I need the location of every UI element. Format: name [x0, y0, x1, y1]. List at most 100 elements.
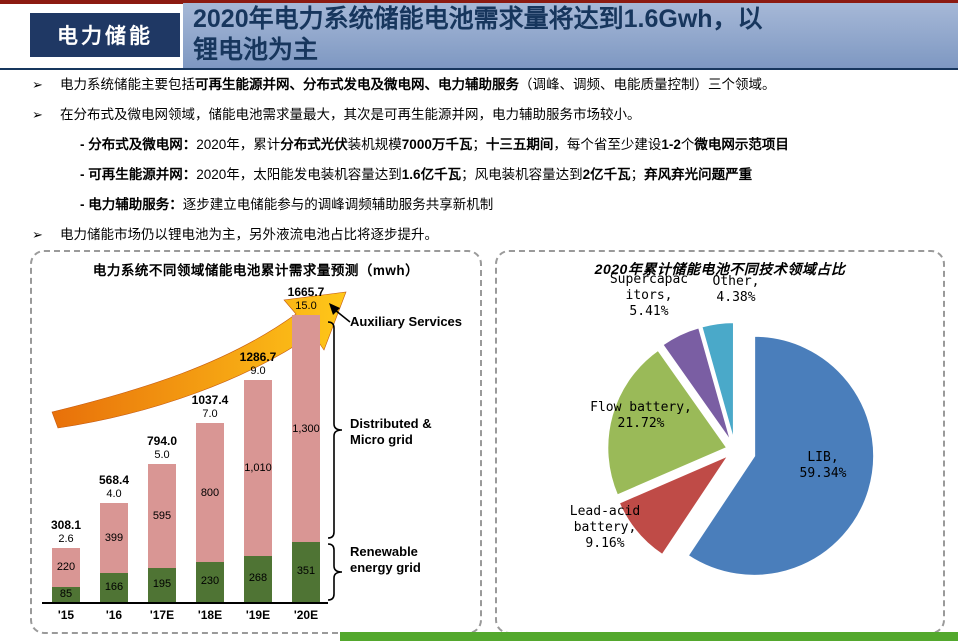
- bar-aux-value-label: 4.0: [106, 488, 122, 501]
- annotation-line: Distributed &: [350, 416, 432, 431]
- bullet-text: - 可再生能源并网：2020年，太阳能发电装机容量达到1.6亿千瓦；风电装机容量…: [80, 164, 752, 185]
- pie-label-line: Lead-acid: [569, 504, 641, 519]
- text-run: 十三五期间: [485, 137, 554, 152]
- x-axis-tick-label: '15: [57, 608, 75, 622]
- bar-distributed-value-label: 595: [152, 510, 172, 523]
- section-tab: 电力储能: [30, 13, 180, 57]
- x-axis-tick-label: '17E: [149, 608, 175, 622]
- x-axis-tick-label: '19E: [245, 608, 271, 622]
- pie-chart-panel: 2020年累计储能电池不同技术领域占比 LIB, 59.34% Lead-acid b…: [495, 250, 945, 634]
- bar-renewable-value-label: 268: [248, 571, 268, 584]
- annotation-renewable-energy-grid: Renewable energy grid: [350, 544, 421, 576]
- text-run: 可再生能源并网、分布式发电及微电网、电力辅助服务: [195, 77, 519, 92]
- x-axis-tick-label: '20E: [293, 608, 319, 622]
- pie-label-line: Supercapac: [609, 272, 689, 287]
- bar-distributed-value-label: 800: [200, 486, 220, 499]
- bar-segment-distributed: [52, 549, 80, 588]
- pie-label-line: LIB,: [807, 450, 839, 465]
- bullet-item: ➢ 在分布式及微电网领域，储能电池需求量最大，其次是可再生能源并网，电力辅助服务…: [32, 104, 948, 125]
- bar-distributed-value-label: 399: [104, 532, 124, 545]
- bullet-list: ➢ 电力系统储能主要包括可再生能源并网、分布式发电及微电网、电力辅助服务（调峰、…: [32, 74, 948, 254]
- aux-pointer-arrowhead: [329, 303, 340, 315]
- bar-chart-title: 电力系统不同领域储能电池累计需求量预测（mwh）: [92, 263, 420, 278]
- text-run: ；风电装机容量达到: [461, 167, 583, 182]
- pie-label-line: 4.38%: [716, 290, 756, 305]
- x-axis-tick-label: '16: [105, 608, 123, 622]
- bar-renewable-value-label: 351: [296, 564, 316, 577]
- pie-slice-supercapacitors: [660, 326, 733, 444]
- bar-segment-distributed: [196, 424, 224, 563]
- text-run: 2亿千瓦: [582, 167, 631, 182]
- bar-segment-renewable: [292, 541, 320, 602]
- pie-label-lead-acid-battery: Lead-acid battery, 9.16%: [553, 504, 657, 552]
- bar-total-label: 1665.7: [287, 285, 325, 300]
- bar-segment-renewable: [148, 568, 176, 602]
- text-run: （调峰、调频、电能质量控制）三个领域。: [519, 77, 776, 92]
- text-run: 分布式光伏: [280, 137, 348, 152]
- text-run: 装机规模: [347, 137, 402, 152]
- annotation-line: Micro grid: [350, 432, 413, 447]
- bar-renewable-value-label: 230: [200, 575, 220, 588]
- pie-chart-title: 2020年累计储能电池不同技术领域占比: [594, 261, 846, 277]
- text-run: 7000万千瓦: [401, 137, 473, 152]
- pie-slice-other: [700, 321, 735, 443]
- text-run: - 可再生能源并网：: [80, 167, 197, 182]
- bar-segment-auxiliary: [148, 464, 176, 467]
- bullet-text: 在分布式及微电网领域，储能电池需求量最大，其次是可再生能源并网，电力辅助服务市场…: [60, 104, 641, 125]
- pie-label-other: Other, 4.38%: [693, 274, 779, 306]
- bullet-arrow-icon: ➢: [32, 227, 43, 242]
- pie-label-line: Flow battery,: [590, 400, 692, 415]
- bullet-arrow-icon: ➢: [32, 107, 43, 122]
- bar-segment-renewable: [52, 587, 80, 602]
- bar-aux-value-label: 2.6: [58, 532, 74, 545]
- bar-renewable-value-label: 195: [152, 578, 172, 591]
- pie-label-line: 9.16%: [585, 536, 625, 551]
- bar-total-label: 1286.7: [239, 350, 277, 365]
- pie-label-line: itors,: [625, 288, 673, 303]
- annotation-line: Renewable: [350, 544, 418, 559]
- text-run: 微电网示范项目: [694, 137, 789, 152]
- bullet-text: - 电力辅助服务：逐步建立电储能参与的调峰调频辅助服务共享新机制: [80, 194, 493, 215]
- pie-label-line: 5.41%: [629, 304, 669, 319]
- bar-aux-value-label: 7.0: [202, 408, 218, 421]
- bar-segment-renewable: [100, 573, 128, 602]
- bar-chart-panel: 电力系统不同领域储能电池累计需求量预测（mwh） Auxiliary Servi…: [30, 250, 482, 634]
- header-divider: [0, 68, 958, 70]
- text-run: 个: [680, 137, 695, 152]
- bullet-subitem: - 电力辅助服务：逐步建立电储能参与的调峰调频辅助服务共享新机制: [32, 194, 948, 215]
- bar-aux-value-label: 5.0: [154, 449, 170, 462]
- bullet-indent: [52, 194, 80, 215]
- page-title-line-1: 2020年电力系统储能电池需求量将达到1.6Gwh，以: [193, 5, 763, 33]
- annotation-line: energy grid: [350, 560, 421, 575]
- text-run: ，每个省至少建设: [553, 137, 662, 152]
- bar-total-label: 1037.4: [191, 393, 229, 408]
- text-run: 1-2: [661, 137, 681, 152]
- bar-total-label: 308.1: [50, 517, 82, 532]
- pie-label-line: battery,: [573, 520, 637, 535]
- pie-label-line: 21.72%: [617, 416, 665, 431]
- x-axis-line: [42, 602, 328, 604]
- bar-segment-auxiliary: [196, 423, 224, 425]
- text-run: 在分布式及微电网领域，储能电池需求量最大，其次是可再生能源并网，电力辅助服务市场…: [60, 107, 641, 122]
- text-run: 电力储能市场仍以锂电池为主，另外液流电池占比将逐步提升。: [60, 227, 438, 242]
- text-run: - 分布式及微电网：: [80, 137, 197, 152]
- bullet-item: ➢ 电力储能市场仍以锂电池为主，另外液流电池占比将逐步提升。: [32, 224, 948, 245]
- bar-chart-plot: Auxiliary Services Distributed & Micro g…: [32, 252, 480, 632]
- bar-segment-distributed: [100, 504, 128, 574]
- bar-total-label: 568.4: [98, 473, 130, 488]
- pie-slice-lib: [686, 334, 876, 577]
- pie-label-line: Other,: [712, 274, 760, 289]
- bullet-text: - 分布式及微电网：2020年，累计分布式光伏装机规模7000万千瓦；十三五期间…: [80, 134, 789, 155]
- pie-slice-lead-acid-battery: [617, 452, 732, 557]
- title-band: 2020年电力系统储能电池需求量将达到1.6Gwh，以 锂电池为主: [183, 3, 958, 68]
- top-accent-line: [0, 0, 958, 4]
- bullet-subitem: - 可再生能源并网：2020年，太阳能发电装机容量达到1.6亿千瓦；风电装机容量…: [32, 164, 948, 185]
- pie-slice-flow-battery: [606, 348, 729, 497]
- pie-label-supercapacitors: Supercapac itors, 5.41%: [595, 272, 703, 320]
- bullet-text: 电力系统储能主要包括可再生能源并网、分布式发电及微电网、电力辅助服务（调峰、调频…: [60, 74, 776, 95]
- brace-renewable: [327, 543, 343, 601]
- bar-segment-renewable: [196, 562, 224, 602]
- bar-segment-auxiliary: [244, 380, 272, 383]
- pie-chart: [606, 321, 876, 577]
- bar-distributed-value-label: 1,010: [244, 462, 272, 475]
